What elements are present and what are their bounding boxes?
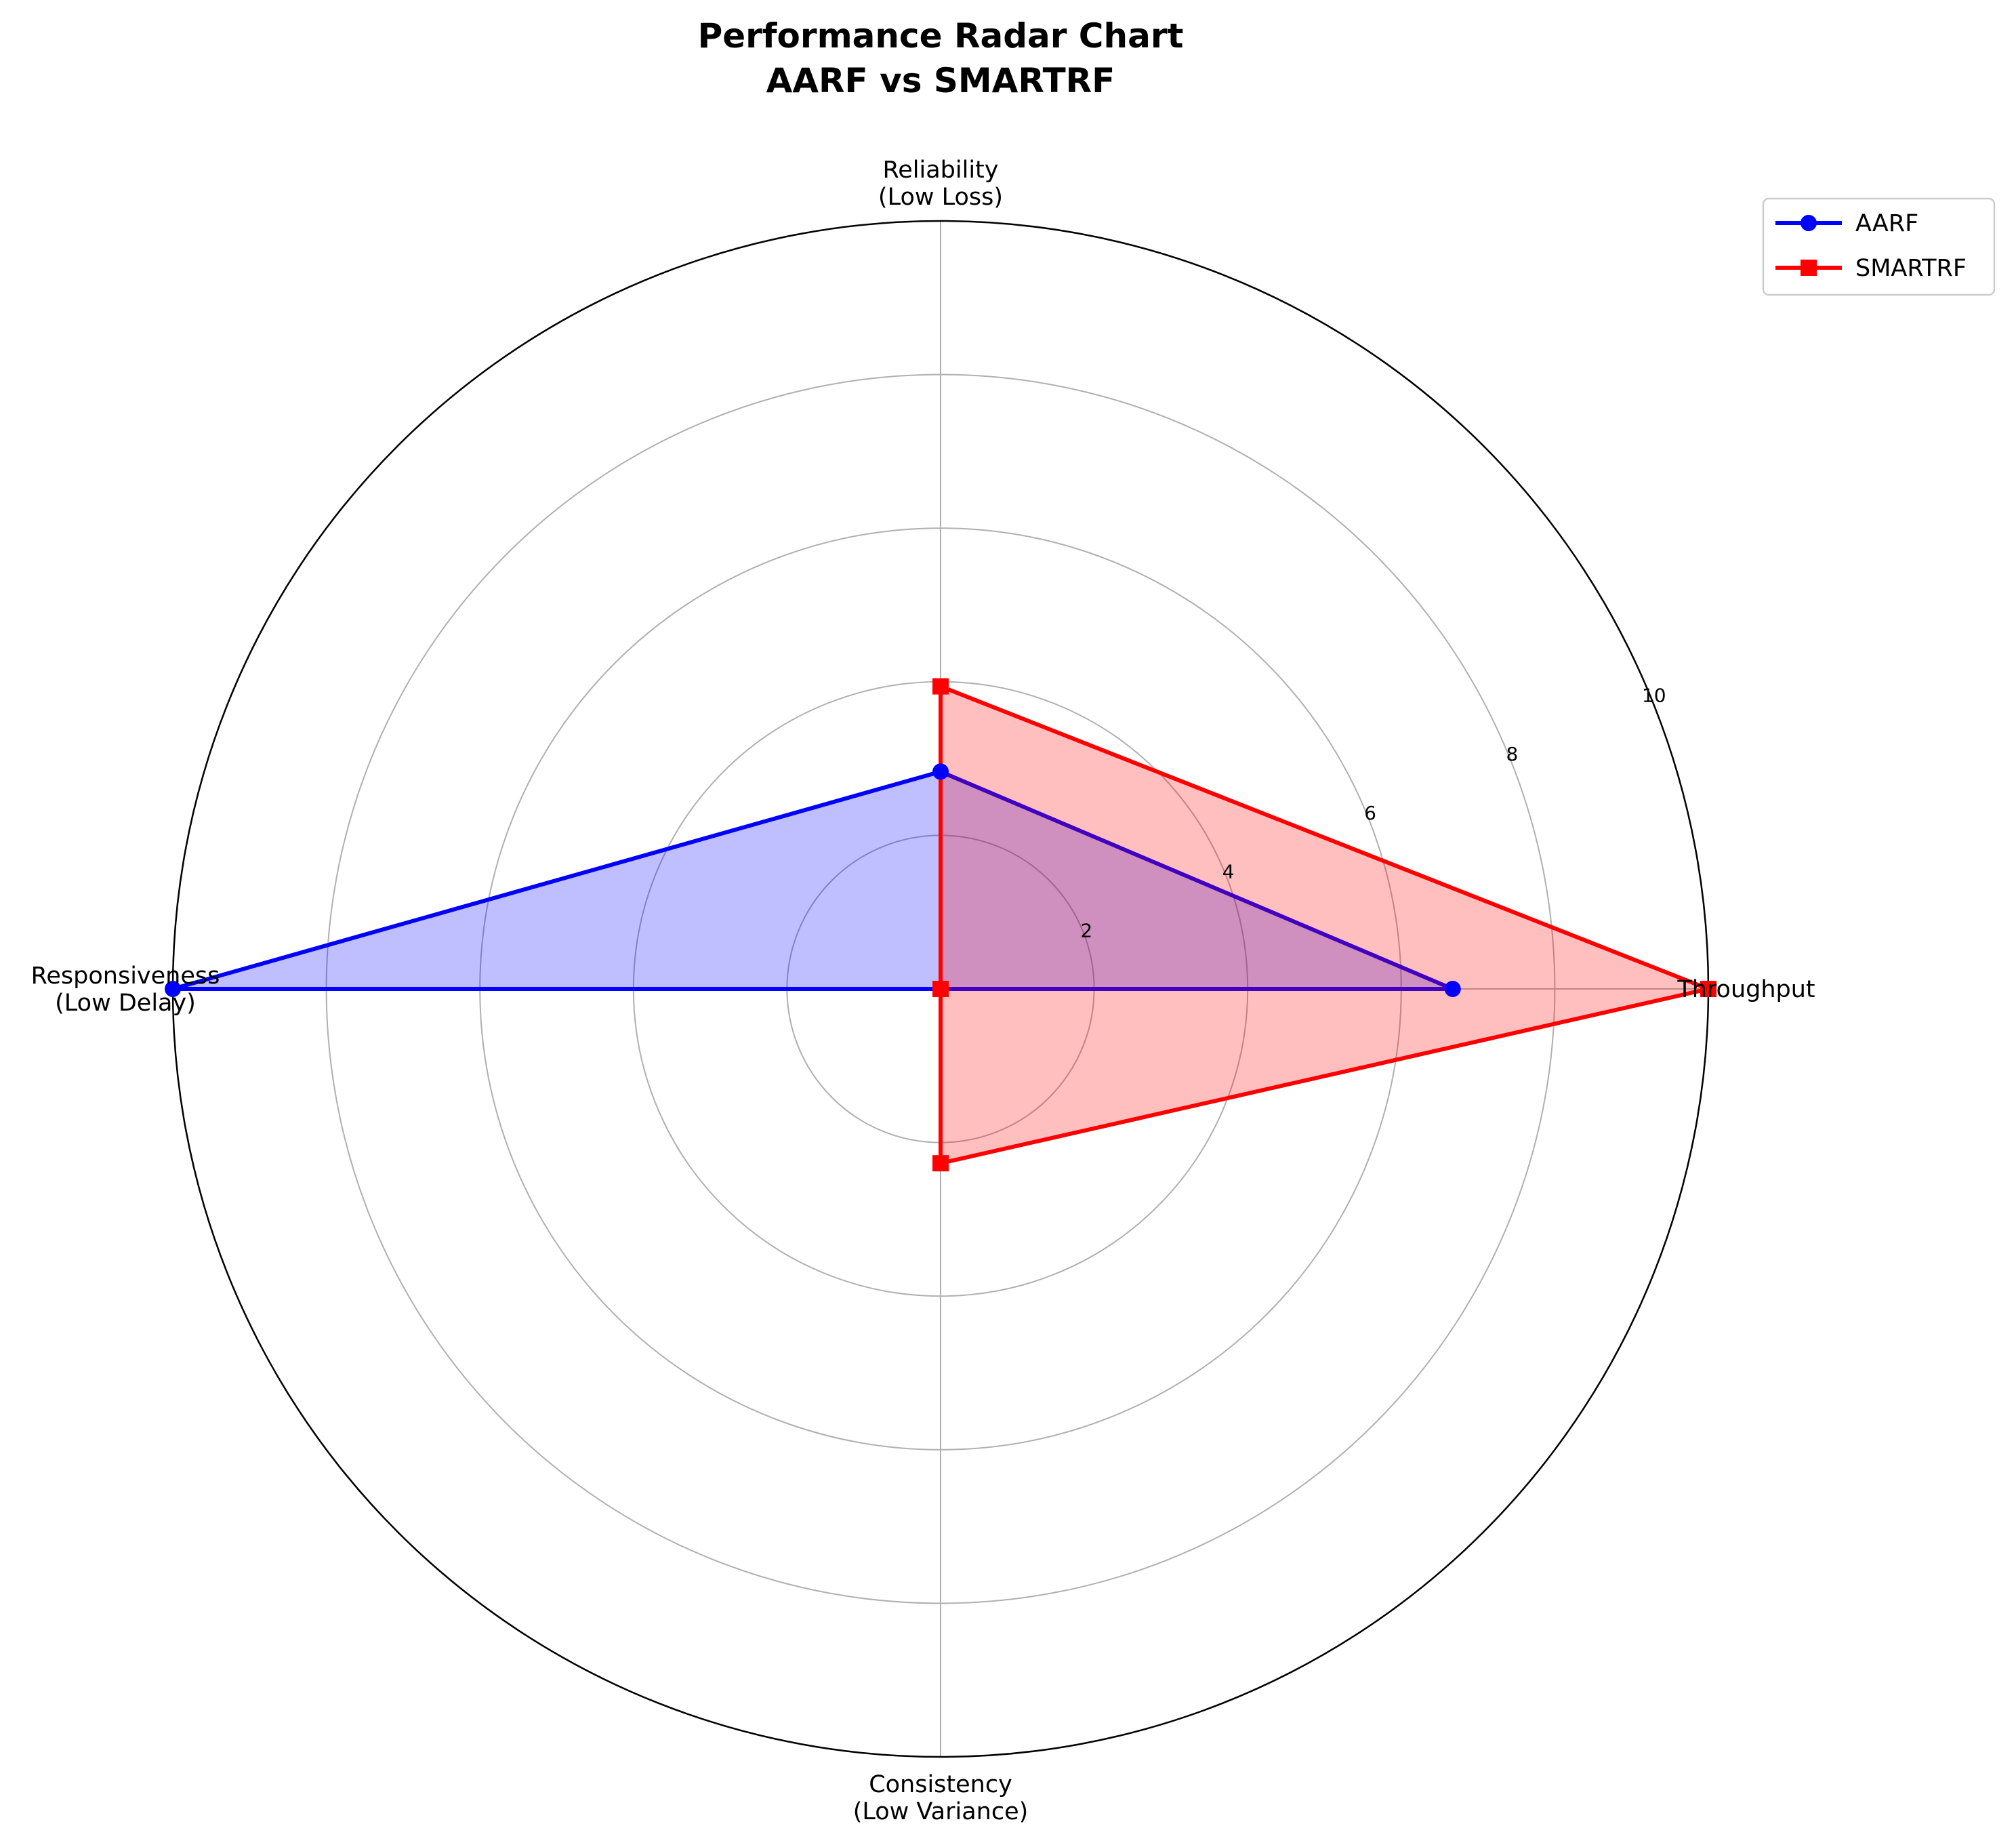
axis-labels: Throughput Reliability(Low Loss) Responsiv…: [31, 157, 1815, 1825]
radial-tick-label-2: 2: [1080, 919, 1092, 941]
radial-tick-label-8: 8: [1506, 743, 1518, 765]
axis-label-3-line-1: (Low Variance): [853, 1798, 1029, 1825]
axis-label-1-line-1: (Low Loss): [878, 184, 1003, 211]
axis-label-2-line-1: (Low Delay): [55, 990, 196, 1017]
axis-label-2-line-0: Responsiveness: [31, 962, 220, 990]
data-point-smartrf-0: [1700, 981, 1716, 997]
radial-tick-label-4: 4: [1222, 861, 1235, 883]
data-point-aarf-2: [165, 981, 181, 997]
chart-title-line-1: Performance Radar Chart: [698, 16, 1184, 56]
legend-marker-aarf: [1801, 215, 1817, 231]
radial-tick-labels: 2 4 6 8 10: [1080, 684, 1666, 941]
legend: AARF SMARTRF: [1762, 197, 1996, 296]
axis-label-1-line-0: Reliability: [882, 157, 998, 184]
axis-label-0-line-0: Throughput: [1676, 976, 1815, 1003]
data-point-smartrf-3: [932, 1155, 949, 1172]
chart-title-line-2: AARF vs SMARTRF: [766, 61, 1115, 100]
axis-label-3-line-0: Consistency: [869, 1771, 1012, 1798]
series-area-smartrf: [941, 686, 1708, 1164]
legend-label-smartrf: SMARTRF: [1855, 255, 1967, 282]
data-point-smartrf-2: [932, 981, 949, 997]
legend-label-aarf: AARF: [1855, 210, 1918, 237]
series-layer: [165, 678, 1716, 1172]
radial-tick-label-10: 10: [1642, 684, 1666, 706]
data-point-aarf-1: [932, 763, 949, 780]
radial-tick-label-6: 6: [1364, 802, 1376, 824]
data-point-aarf-0: [1444, 981, 1461, 997]
legend-marker-smartrf: [1801, 260, 1817, 276]
data-point-smartrf-1: [932, 678, 949, 695]
series-area-aarf: [173, 771, 1453, 989]
